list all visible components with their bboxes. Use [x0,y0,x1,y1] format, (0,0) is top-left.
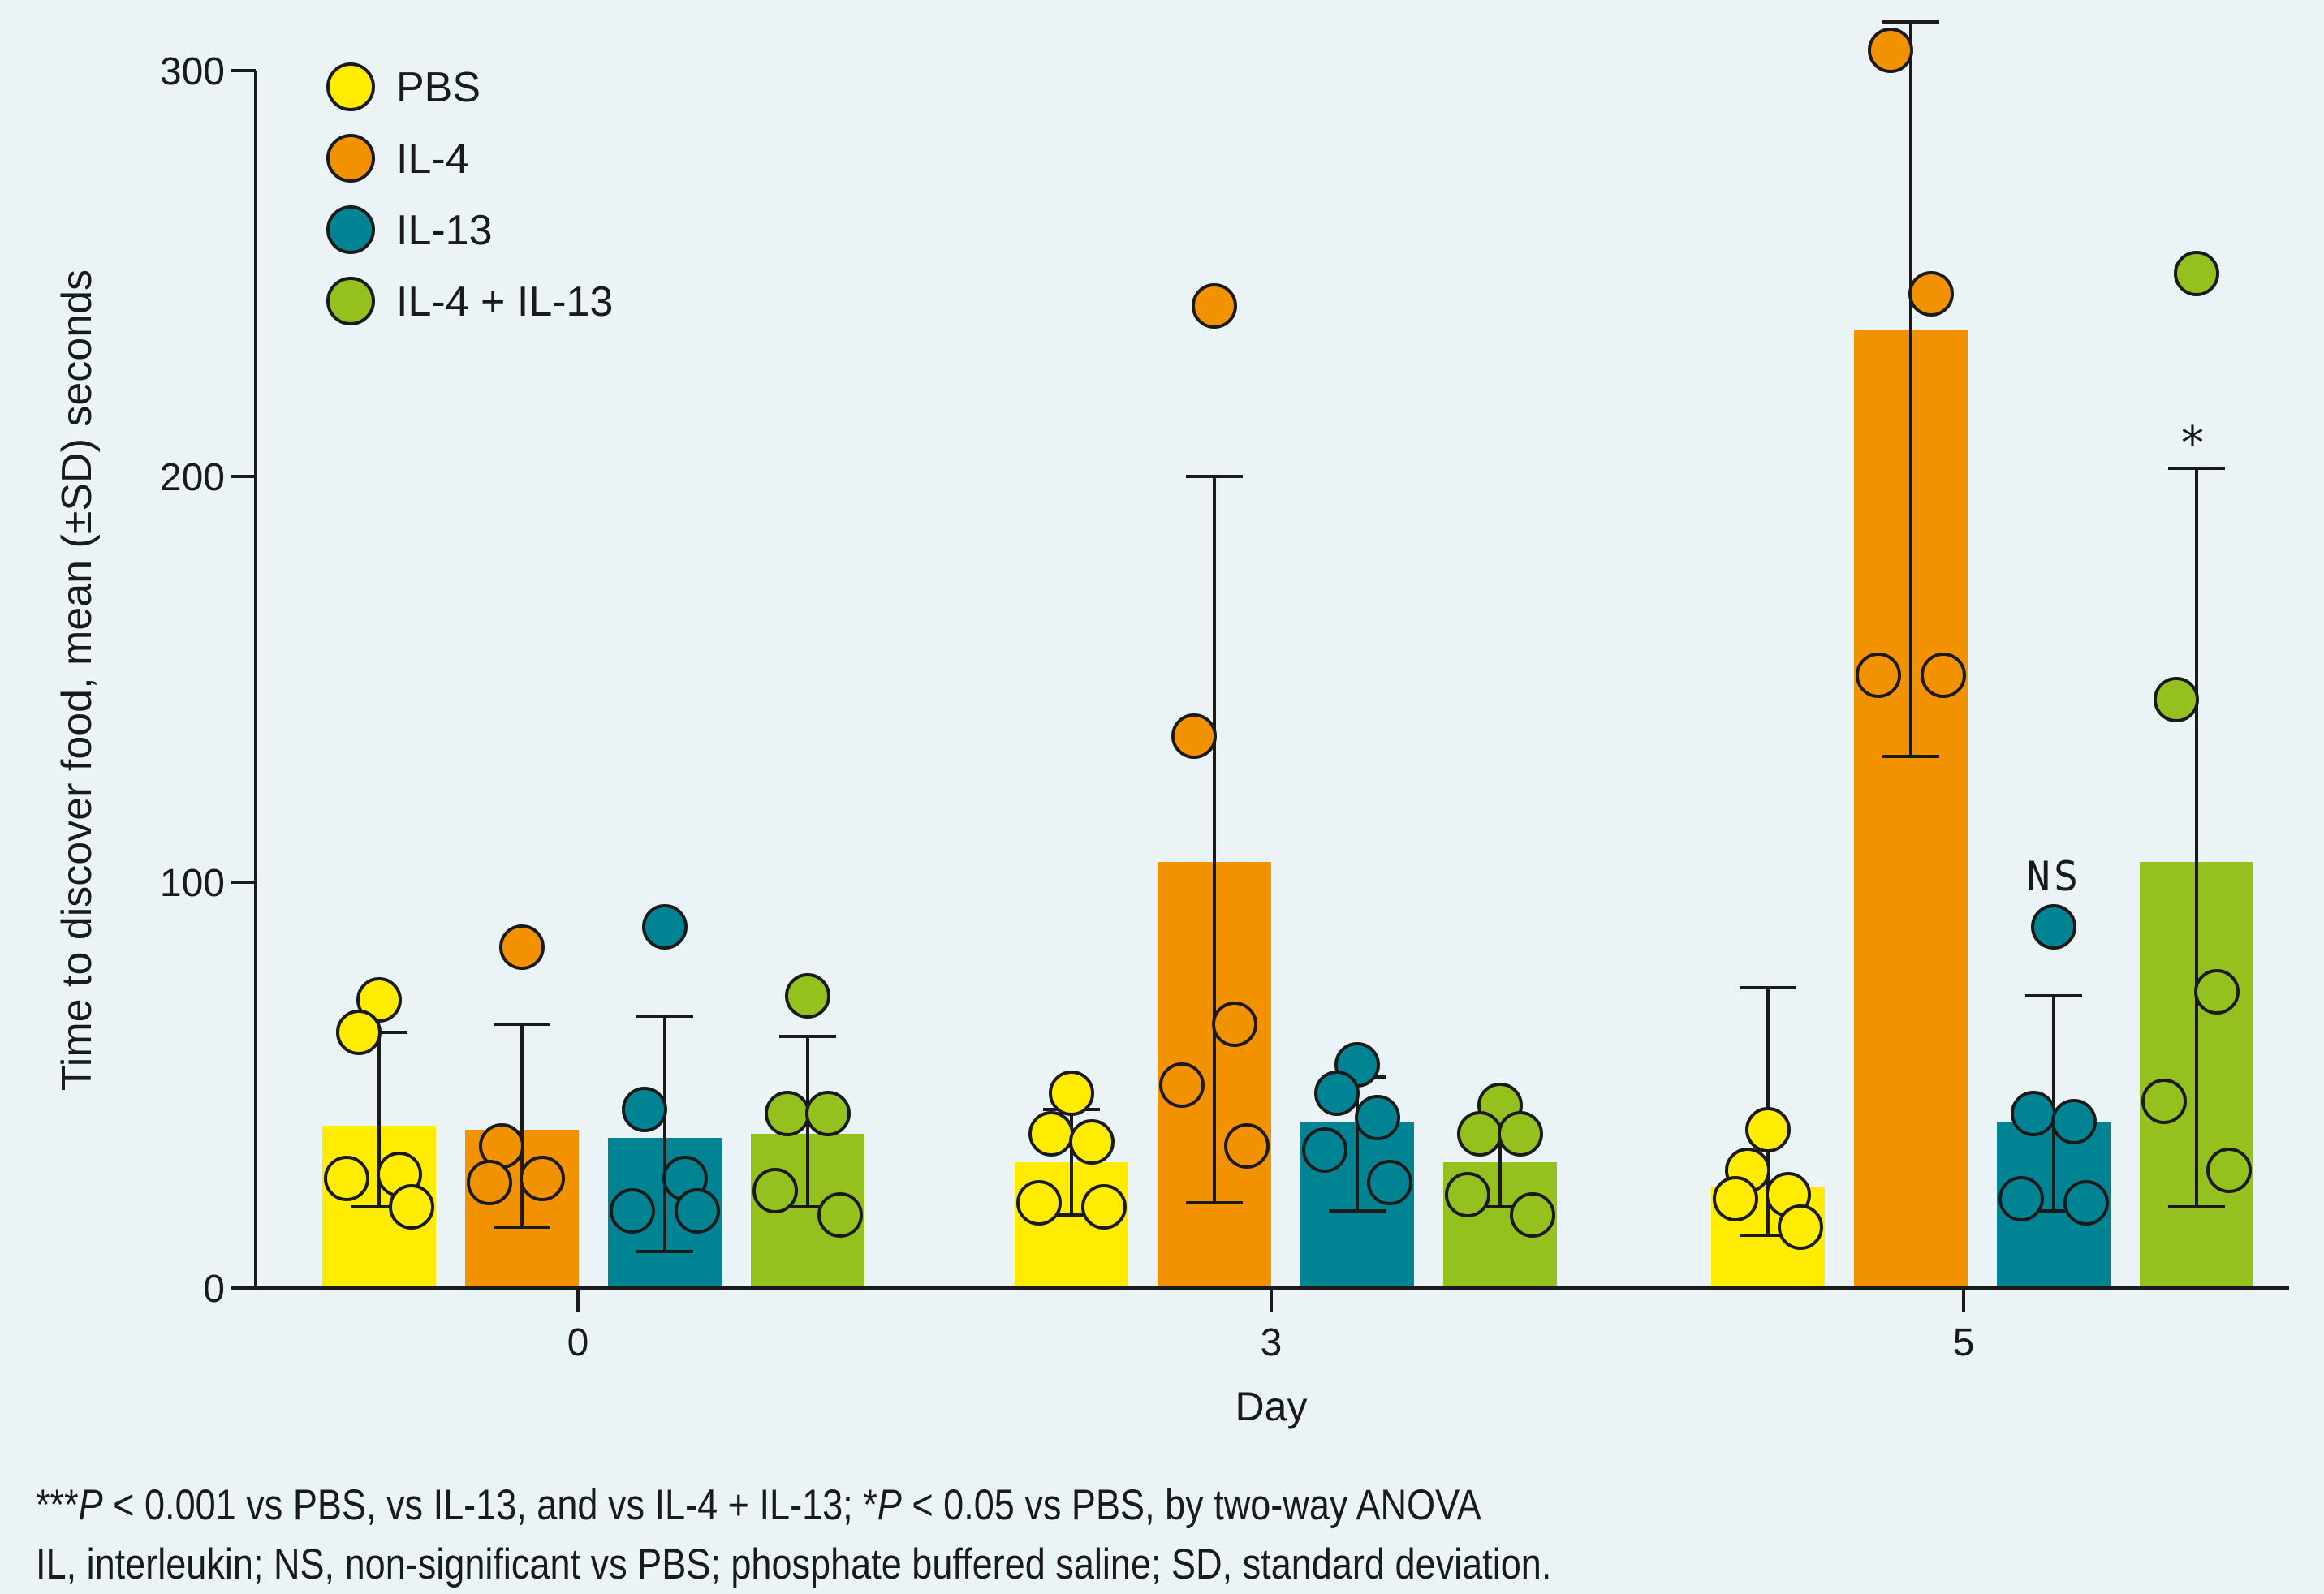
data-point [2063,1180,2109,1226]
points-layer [324,28,2252,1250]
data-point [1498,1111,1543,1157]
legend-marker [326,205,375,254]
legend-marker [326,62,375,111]
legend-label: IL-4 + IL-13 [396,278,613,325]
data-point [622,1087,667,1132]
data-point [1212,1002,1257,1047]
legend-marker [326,277,375,325]
data-point [1998,1176,2044,1221]
data-point [805,1091,851,1136]
data-point [1778,1204,1823,1250]
footnote-stars-b: * [863,1481,877,1529]
chart-canvas: 0 100 200 300 0 3 5 Day Time to discover food, m… [54,20,2289,1429]
data-point [336,1010,382,1055]
x-axis-label: Day [1235,1384,1308,1429]
data-point [520,1156,565,1201]
data-point [1510,1192,1555,1238]
data-point [1713,1176,1758,1221]
significance-label: * [2179,417,2214,470]
data-point [1081,1184,1127,1230]
x-tick-label: 0 [567,1321,589,1364]
data-point [1049,1071,1094,1116]
data-point [2194,969,2240,1015]
significance-label: NS [2026,853,2081,900]
footnote-p-a: P [78,1481,103,1529]
legend-label: PBS [396,64,481,111]
y-tick-label: 200 [160,456,225,499]
data-point [2011,1091,2056,1136]
data-point [1367,1160,1412,1205]
data-point [1445,1172,1490,1217]
data-point [1159,1062,1205,1108]
data-point [1868,28,1913,73]
footnote-line-2: IL, interleukin; NS, non-significant vs … [36,1540,1552,1588]
footnote-text-b: < 0.05 vs PBS, by two-way ANOVA [901,1481,1481,1529]
bar-chart: 0 100 200 300 0 3 5 Day Time to discover food, m… [54,20,2289,1429]
data-point [1355,1095,1400,1140]
y-tick-label: 100 [160,862,225,905]
legend-label: IL-4 [396,136,469,183]
data-point [1171,713,1217,759]
data-point [2051,1099,2097,1144]
legend-label: IL-13 [396,207,493,254]
data-point [2141,1079,2187,1124]
data-point [389,1184,434,1230]
axes-layer: 0 100 200 300 0 3 5 Day Time to discover food, m… [54,50,2289,1429]
data-point [817,1192,863,1238]
data-point [1745,1107,1791,1152]
data-point [752,1168,798,1213]
data-point [2206,1148,2252,1193]
x-tick-label: 3 [1261,1321,1283,1364]
y-axis-label: Time to discover food, mean (±SD) second… [54,269,101,1091]
data-point [1028,1111,1074,1157]
data-point [1192,283,1237,329]
data-point [1457,1111,1503,1157]
data-point [324,1156,369,1201]
data-point [1224,1123,1270,1169]
data-point [1908,271,1954,317]
legend: PBS IL-4 IL-13 IL-4 + IL-13 [326,62,613,325]
footnote-line-1: ***P < 0.001 vs PBS, vs IL-13, and vs IL… [36,1476,1954,1535]
y-tick-label: 300 [160,50,225,93]
data-point [467,1160,512,1205]
data-point [785,973,830,1019]
annotations-layer: ***NS* [2026,417,2214,900]
data-point [2031,904,2076,950]
data-point [675,1188,720,1234]
data-point [499,924,545,970]
data-point [1314,1071,1360,1116]
data-point [642,904,688,950]
footnote-p-b: P [877,1481,902,1529]
y-tick-label: 0 [203,1268,225,1311]
footnote: ***P < 0.001 vs PBS, vs IL-13, and vs IL… [36,1476,1954,1594]
data-point [2154,677,2199,722]
footnote-stars-a: *** [36,1481,79,1529]
data-point [1302,1127,1347,1173]
data-point [765,1091,810,1136]
data-point [1069,1119,1115,1165]
x-tick-label: 5 [1953,1321,1975,1364]
legend-marker [326,134,375,183]
data-point [356,977,402,1023]
data-point [1016,1180,1062,1226]
data-point [1856,653,1901,698]
footnote-text-a: < 0.001 vs PBS, vs IL-13, and vs IL-4 + … [102,1481,864,1529]
data-point [610,1188,655,1234]
data-point [2174,251,2219,296]
bars-layer [322,330,2253,1288]
data-point [1921,653,1966,698]
